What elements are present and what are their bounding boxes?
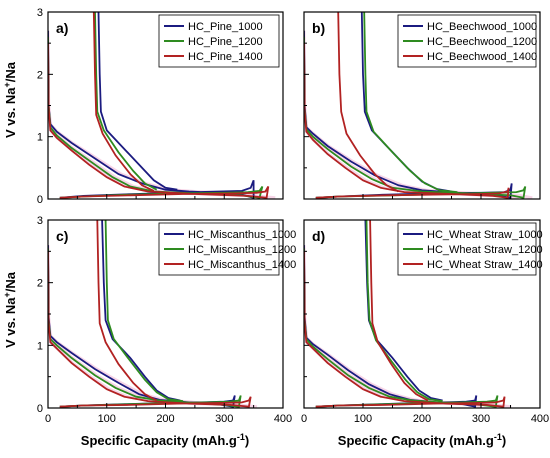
y-axis-title-top: V vs. Na+/Na [2,61,18,138]
series-line [304,43,510,199]
legend-label: HC_Beechwood_1200 [427,36,537,48]
curves [304,12,533,199]
legend-label: HC_Miscanthus_1200 [188,244,296,256]
x-tick-label: 100 [98,413,116,425]
series-2 [48,12,270,199]
panel-label: c) [56,228,68,244]
y-tick-label: 2 [37,278,43,290]
legend-label: HC_Miscanthus_1000 [188,229,296,241]
legend-label: HC_Wheat Straw_1400 [427,259,543,271]
legend: HC_Pine_1000 HC_Pine_1200 HC_Pine_1400 [158,14,280,68]
series-line [48,251,252,408]
y-tick-label: 0 [37,194,43,206]
x-axis-title-left-main: Specific Capacity (mAh.g [81,433,237,448]
x-tick-label: 400 [531,413,549,425]
series-first-cycle-line [363,12,458,193]
legend-label: HC_Pine_1400 [188,51,263,63]
legend-label: HC_Pine_1000 [188,21,263,33]
panel-label: a) [56,20,68,36]
y-tick-label: 3 [37,7,43,19]
y-axis-title-bottom-tail: /Na [3,271,18,292]
series-first-cycle-line [96,220,158,402]
y-tick-label: 0 [37,403,43,415]
series-2 [48,220,252,408]
series-first-cycle-line [104,220,184,402]
y-tick-label: 1 [37,132,43,144]
curves [48,12,276,199]
y-axis-title-top-sup: + [2,82,12,87]
legend-label: HC_Pine_1200 [188,36,263,48]
x-axis-title-right-tail: ) [502,433,506,448]
x-tick-label: 200 [156,413,174,425]
y-axis-title-bottom-sup: + [2,292,12,297]
legend: HC_Wheat Straw_1000 HC_Wheat Straw_1200 HC… [397,222,543,276]
y-tick-label: 2 [37,69,43,81]
legend-label: HC_Miscanthus_1400 [188,259,296,271]
x-tick-label: 0 [45,413,51,425]
series-first-cycle-line [92,12,155,192]
panel-a: 0 1 2 3 a) HC_Pine_1000 HC_Pine_1200 HC_Pine_14… [37,7,284,206]
legend-label: HC_Beechwood_1000 [427,21,537,33]
y-axis-title-bottom-main: V vs. Na [3,297,18,348]
series-first-cycle-line [365,220,443,402]
series-first-cycle-line [97,12,178,191]
series-first-cycle-line [337,12,399,193]
curves [304,220,512,408]
y-axis-title-bottom: V vs. Na+/Na [2,271,18,348]
series-line [304,251,506,408]
x-tick-label: 0 [301,413,307,425]
y-axis-title-top-main: V vs. Na [3,87,18,138]
x-axis-title-left: Specific Capacity (mAh.g-1) [81,432,249,448]
x-axis-title-right-sup: -1 [494,432,502,442]
series-first-cycle-line [369,220,429,402]
series-line [48,43,270,199]
panel-label: d) [312,228,325,244]
x-tick-label: 200 [413,413,431,425]
series-2 [304,220,506,408]
panel-b: b) HC_Beechwood_1000HC_Beechwood_1200HC_B… [303,11,541,200]
legend: HC_Beechwood_1000 HC_Beechwood_1200 HC_Bee… [397,14,537,68]
legend-label: HC_Wheat Straw_1200 [427,244,543,256]
y-tick-label: 3 [37,215,43,227]
legend-label: HC_Beechwood_1400 [427,51,537,63]
legend-label: HC_Wheat Straw_1000 [427,229,543,241]
x-tick-label: 300 [472,413,490,425]
y-axis-title-top-tail: /Na [3,61,18,82]
x-tick-label: 300 [215,413,233,425]
series-2 [304,12,510,199]
x-axis-title-right-main: Specific Capacity (mAh.g [338,433,494,448]
legend: HC_Miscanthus_1000 HC_Miscanthus_1200 HC_M… [158,222,296,276]
curves [48,220,258,408]
x-tick-label: 400 [274,413,292,425]
series-first-cycle-line [101,220,181,402]
x-tick-label: 100 [354,413,372,425]
x-axis-title-left-sup: -1 [237,432,245,442]
series-first-cycle-line [94,12,158,191]
x-axis-title-left-tail: ) [245,433,249,448]
y-tick-label: 1 [37,340,43,352]
panel-label: b) [312,20,325,36]
x-axis-title-right: Specific Capacity (mAh.g-1) [338,432,506,448]
